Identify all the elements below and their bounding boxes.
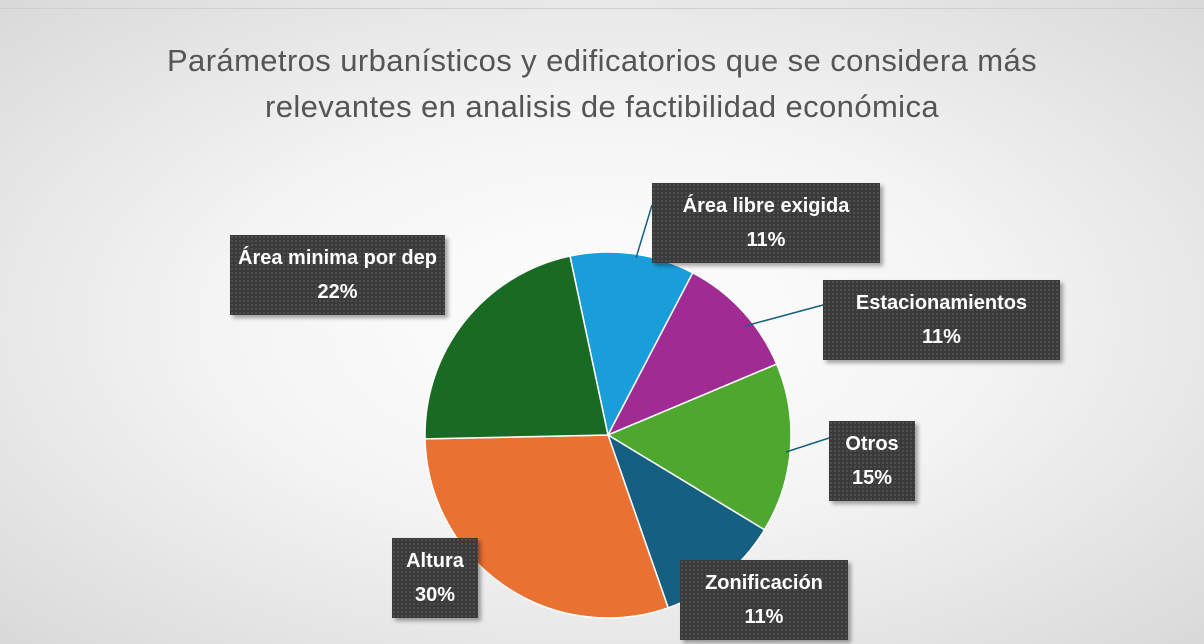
- label-value: 22%: [317, 281, 358, 303]
- pie-slice: [606, 271, 778, 437]
- label-value: 15%: [851, 467, 893, 489]
- label-name: Zonificación: [705, 572, 823, 594]
- label-value: 11%: [744, 606, 784, 628]
- leader-line: [635, 204, 653, 259]
- data-label: Zonificación 11%: [680, 560, 848, 640]
- leader-line: [785, 437, 830, 453]
- label-name: Altura: [406, 550, 464, 572]
- data-label: Área libre exigida 11%: [652, 183, 880, 263]
- label-value: 30%: [414, 584, 456, 606]
- label-name: Área minima por dep: [238, 247, 437, 269]
- chart-title: Parámetros urbanísticos y edificatorios …: [166, 43, 1037, 124]
- label-value: 11%: [922, 326, 961, 348]
- label-name: Estacionamientos: [855, 292, 1028, 314]
- data-label: Otros 15%: [829, 421, 915, 501]
- data-label: Área minima por dep 22%: [230, 235, 445, 315]
- pie-slice: [424, 255, 609, 440]
- pie-slice: [569, 251, 694, 438]
- label-value: 11%: [746, 229, 786, 251]
- top-rule: [0, 8, 1204, 9]
- leader-line: [744, 304, 824, 327]
- data-label: Estacionamientos 11%: [823, 280, 1060, 360]
- label-name: Otros: [845, 433, 899, 455]
- pie-slice: [424, 434, 670, 619]
- data-label: Altura 30%: [392, 538, 478, 618]
- pie-slice: [606, 363, 792, 531]
- label-name: Área libre exigida: [682, 195, 850, 217]
